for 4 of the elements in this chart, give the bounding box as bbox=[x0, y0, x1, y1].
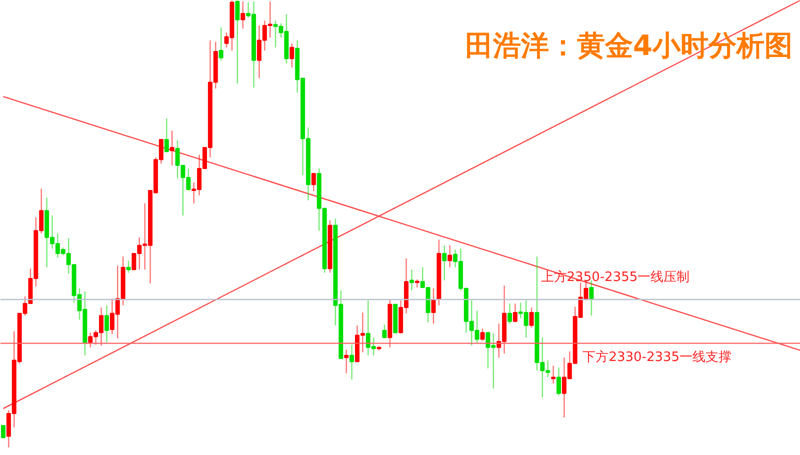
text: 田浩洋：黄金4小时分析图 bbox=[465, 29, 792, 62]
annotation: 下方2330-2335一线支撑 bbox=[582, 348, 732, 365]
candlestick bbox=[0, 425, 6, 438]
annotation: 上方2350-2355一线压制 bbox=[540, 269, 690, 286]
